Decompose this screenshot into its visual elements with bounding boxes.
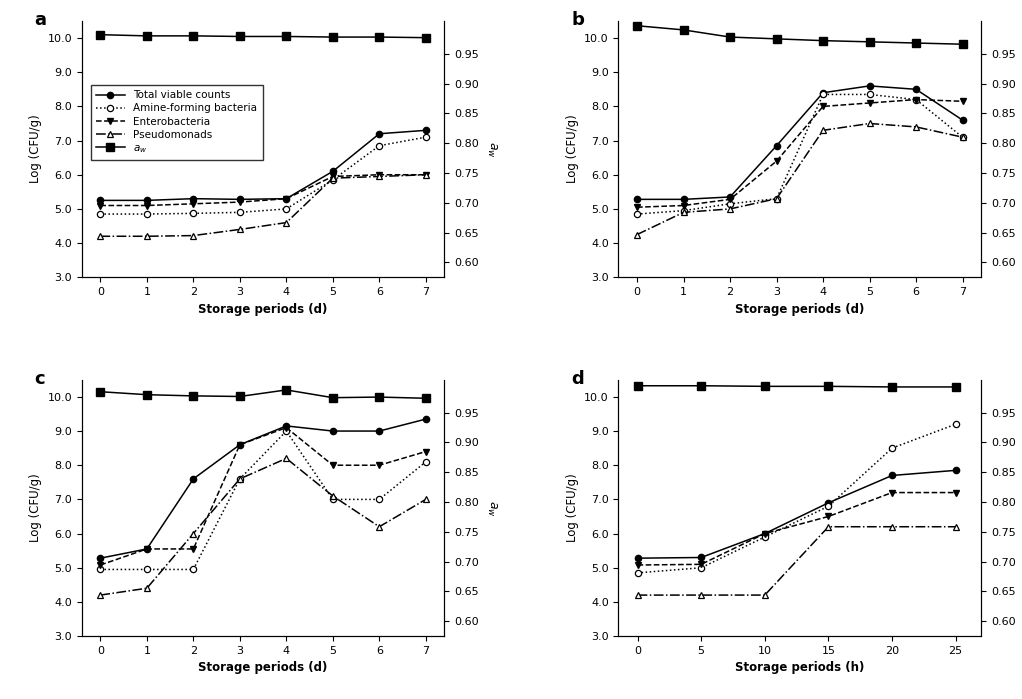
Text: d: d [571,370,585,387]
Y-axis label: Log (CFU/g): Log (CFU/g) [29,115,42,184]
Legend: Total viable counts, Amine-forming bacteria, Enterobacteria, Pseudomonads, $a_w$: Total viable counts, Amine-forming bacte… [91,85,263,160]
Y-axis label: Log (CFU/g): Log (CFU/g) [565,473,578,542]
Y-axis label: $a_w$: $a_w$ [485,500,499,517]
X-axis label: Storage periods (h): Storage periods (h) [735,661,865,675]
Text: c: c [35,370,45,387]
Text: a: a [35,10,47,29]
Y-axis label: $a_w$: $a_w$ [485,140,499,157]
X-axis label: Storage periods (d): Storage periods (d) [198,303,328,315]
Y-axis label: Log (CFU/g): Log (CFU/g) [29,473,42,542]
Y-axis label: Log (CFU/g): Log (CFU/g) [565,115,578,184]
X-axis label: Storage periods (d): Storage periods (d) [735,303,865,315]
Text: b: b [571,10,585,29]
X-axis label: Storage periods (d): Storage periods (d) [198,661,328,675]
